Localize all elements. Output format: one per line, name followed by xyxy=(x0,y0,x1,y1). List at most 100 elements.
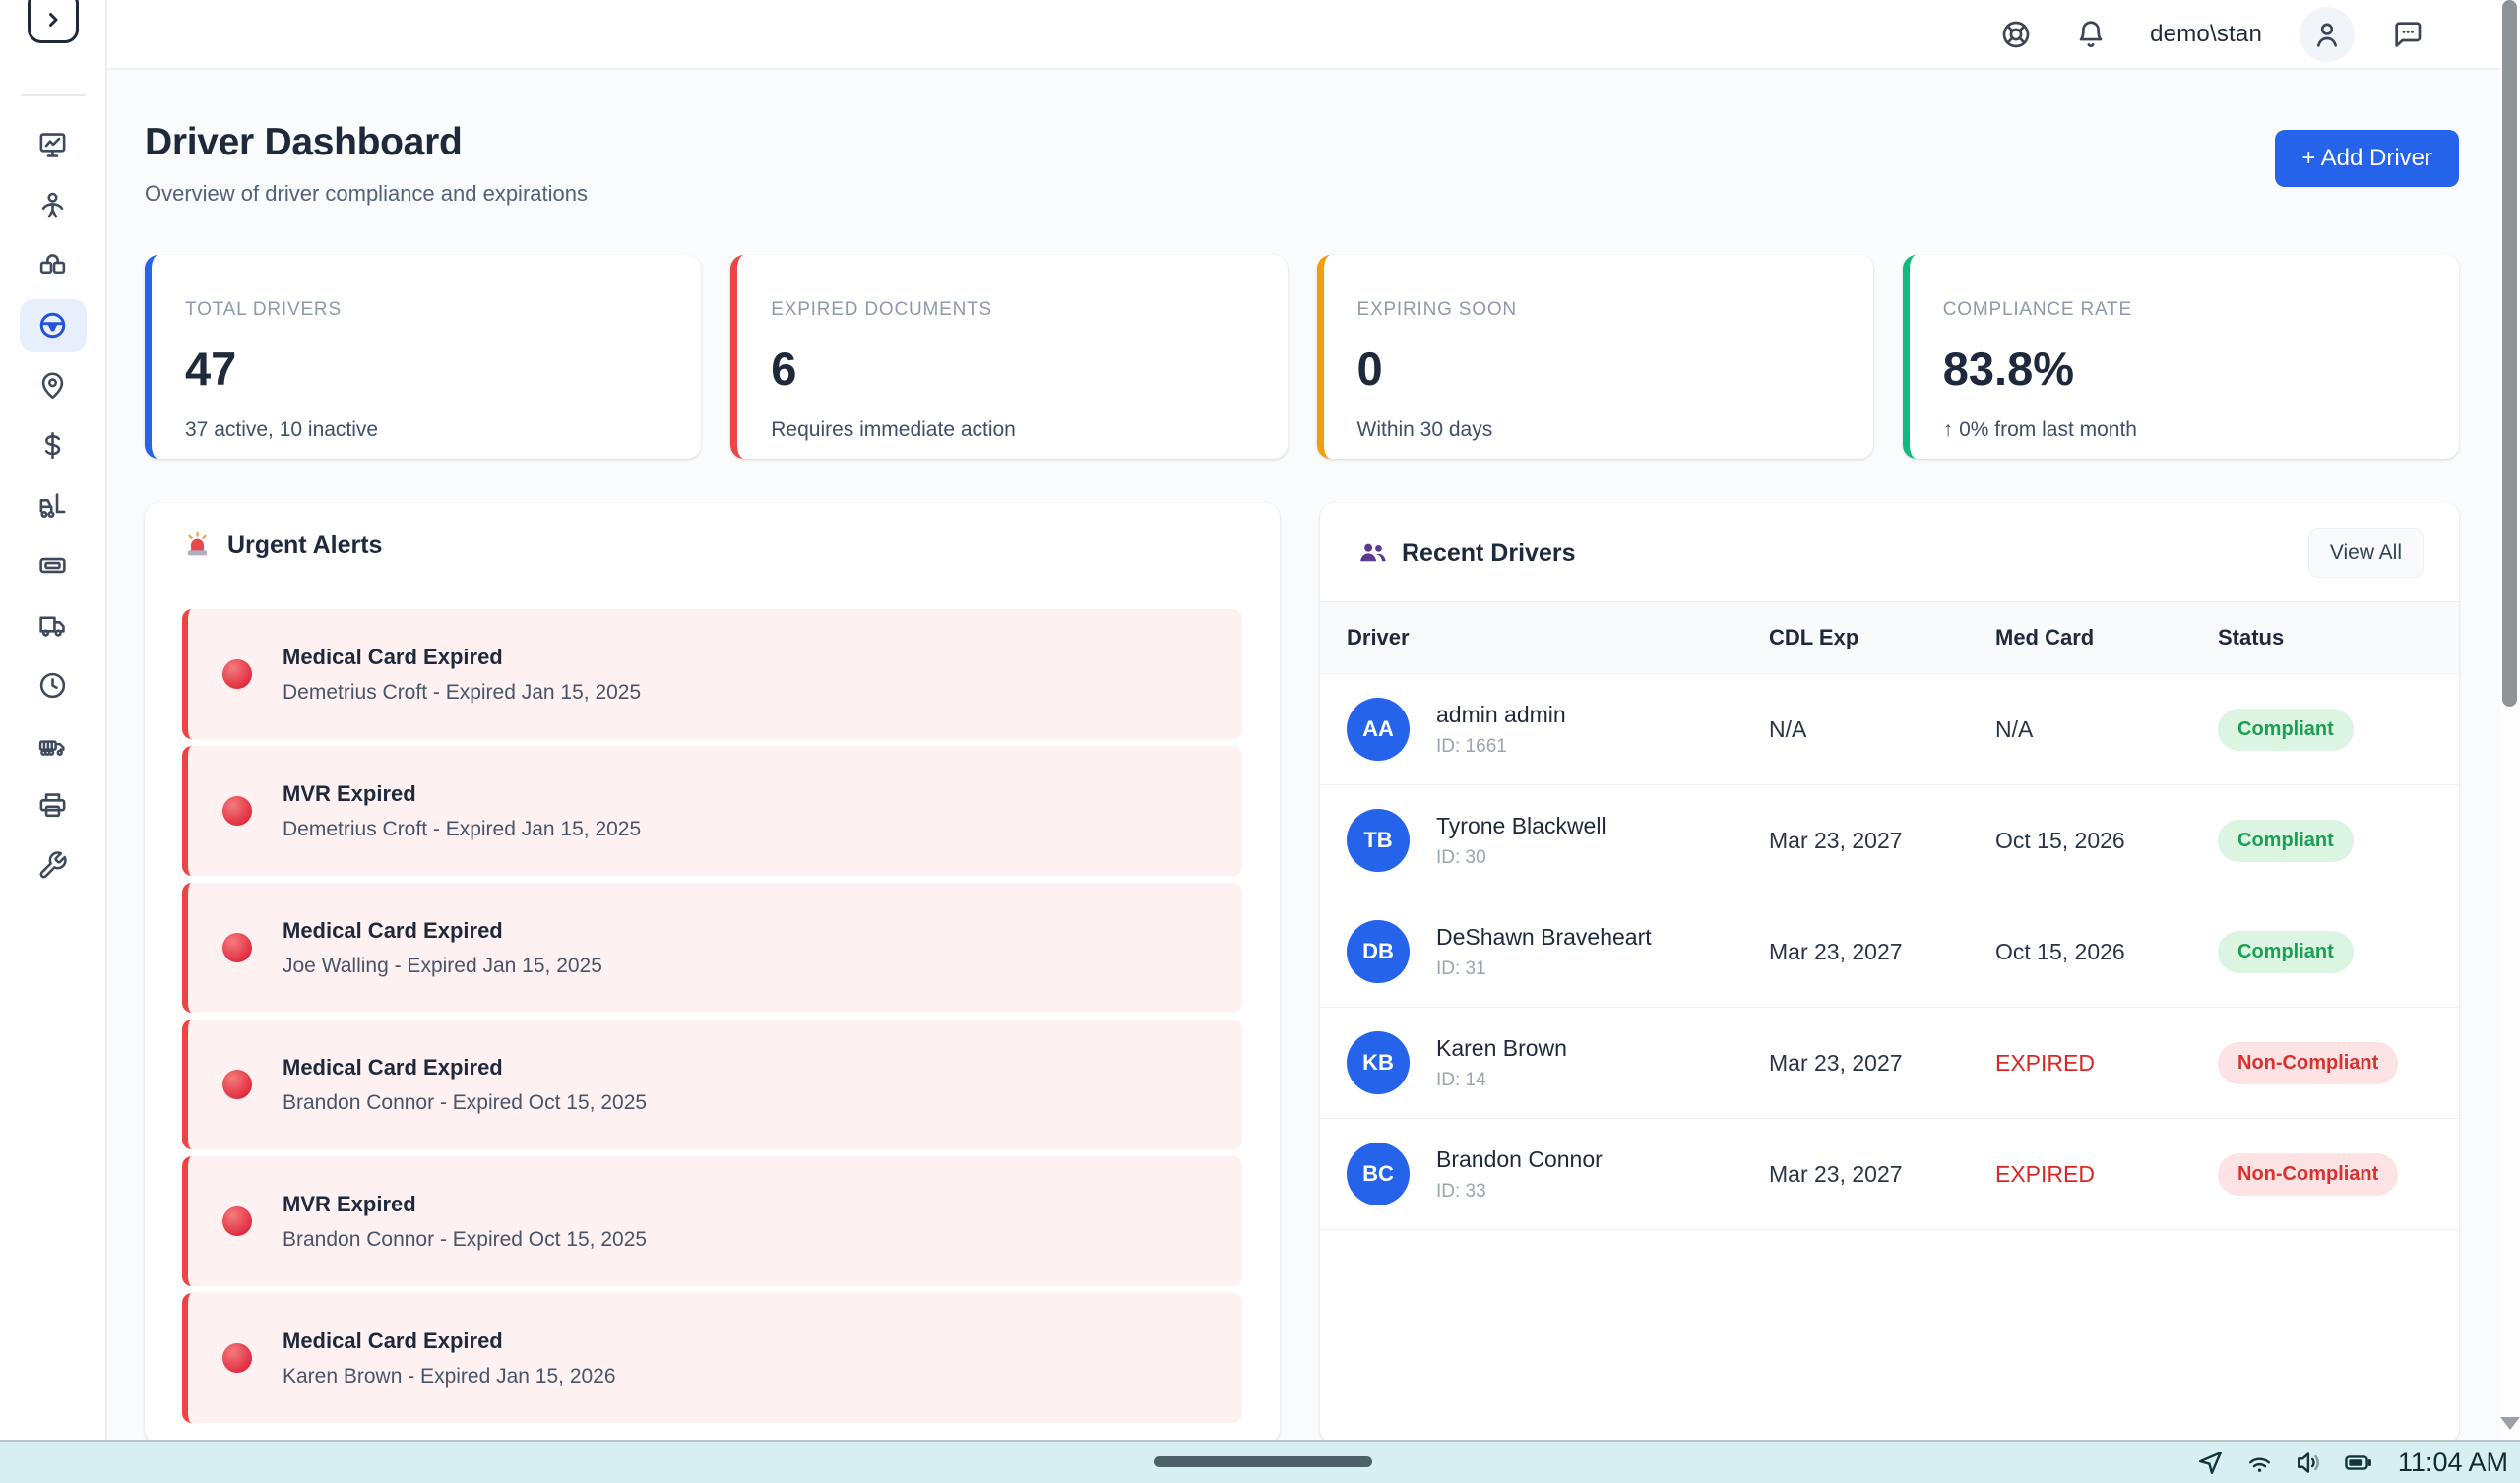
driver-cell: KB Karen Brown ID: 14 xyxy=(1347,1031,1769,1094)
table-row[interactable]: AA admin admin ID: 1661 N/A N/A Complian… xyxy=(1320,674,2459,785)
table-row[interactable]: BC Brandon Connor ID: 33 Mar 23, 2027 EX… xyxy=(1320,1119,2459,1230)
alert-detail: Brandon Connor - Expired Oct 15, 2025 xyxy=(283,1227,648,1251)
status-badge: Compliant xyxy=(2218,819,2354,862)
sidebar-item-trailers[interactable] xyxy=(20,719,87,772)
cdl-exp-value: N/A xyxy=(1769,715,1807,742)
view-all-button[interactable]: View All xyxy=(2307,528,2424,578)
alert-item[interactable]: Medical Card Expired Demetrius Croft - E… xyxy=(182,609,1242,739)
stat-subtext: ↑ 0% from last month xyxy=(1942,418,2137,441)
sidebar-nav xyxy=(19,115,87,896)
sidebar-item-packages[interactable] xyxy=(20,239,87,292)
driver-cell: BC Brandon Connor ID: 33 xyxy=(1347,1143,1769,1205)
ticket-icon xyxy=(39,557,66,574)
forklift-icon xyxy=(39,493,66,519)
sidebar-item-tickets[interactable] xyxy=(20,539,87,592)
status-badge: Non-Compliant xyxy=(2218,1041,2399,1084)
sidebar-divider xyxy=(20,94,86,96)
sidebar-item-drivers[interactable] xyxy=(20,179,87,232)
alert-detail: Karen Brown - Expired Jan 15, 2026 xyxy=(283,1364,616,1388)
driver-cell: DB DeShawn Braveheart ID: 31 xyxy=(1347,920,1769,983)
red-dot-icon xyxy=(222,933,252,962)
chat-icon[interactable] xyxy=(2392,19,2424,50)
taskbar-window-handle[interactable] xyxy=(1154,1456,1372,1467)
page-title: Driver Dashboard xyxy=(145,121,463,163)
sidebar-item-print[interactable] xyxy=(20,779,87,833)
med-card-value: N/A xyxy=(1995,715,2034,742)
cdl-exp-value: Mar 23, 2027 xyxy=(1769,1160,1903,1187)
red-dot-icon xyxy=(222,659,252,689)
table-body: AA admin admin ID: 1661 N/A N/A Complian… xyxy=(1320,674,2459,1230)
navigation-arrow-icon[interactable] xyxy=(2196,1449,2225,1477)
stat-value: 83.8% xyxy=(1942,342,2075,395)
med-card-value: EXPIRED xyxy=(1995,1049,2095,1076)
table-row[interactable]: TB Tyrone Blackwell ID: 30 Mar 23, 2027 … xyxy=(1320,785,2459,896)
driver-cell: TB Tyrone Blackwell ID: 30 xyxy=(1347,809,1769,872)
col-med-card: Med Card xyxy=(1995,625,2095,649)
sidebar-item-forklift[interactable] xyxy=(20,479,87,532)
stat-card: EXPIRED DOCUMENTS 6 Requires immediate a… xyxy=(730,255,1288,459)
recent-drivers-panel: Recent Drivers View All Driver CDL Exp M… xyxy=(1320,503,2459,1440)
sidebar-item-hours[interactable] xyxy=(20,659,87,712)
status-badge: Compliant xyxy=(2218,708,2354,751)
table-row[interactable]: DB DeShawn Braveheart ID: 31 Mar 23, 202… xyxy=(1320,896,2459,1008)
stat-label: TOTAL DRIVERS xyxy=(185,299,342,320)
help-icon[interactable] xyxy=(2000,19,2032,50)
page-subtitle: Overview of driver compliance and expira… xyxy=(145,181,588,206)
driver-name: Brandon Connor xyxy=(1436,1145,1603,1172)
notifications-bell-icon[interactable] xyxy=(2075,19,2107,50)
system-tray: 11:04 AM xyxy=(2196,1442,2508,1483)
alert-title: Medical Card Expired xyxy=(283,917,503,943)
cdl-exp-value: Mar 23, 2027 xyxy=(1769,827,1903,853)
wifi-icon[interactable] xyxy=(2245,1449,2274,1477)
col-driver: Driver xyxy=(1347,625,1410,649)
stat-subtext: Requires immediate action xyxy=(771,418,1016,441)
user-avatar-button[interactable] xyxy=(2300,6,2355,62)
scrollbar-down-arrow-icon[interactable] xyxy=(2500,1417,2520,1430)
dashboard-icon xyxy=(39,133,66,157)
sidebar-expand-button[interactable] xyxy=(28,0,79,43)
col-cdl-exp: CDL Exp xyxy=(1769,625,1859,649)
sidebar-item-billing[interactable] xyxy=(20,419,87,472)
driver-id: ID: 1661 xyxy=(1436,735,1507,757)
stat-label: COMPLIANCE RATE xyxy=(1942,299,2132,320)
alert-item[interactable]: Medical Card Expired Brandon Connor - Ex… xyxy=(182,1020,1242,1149)
battery-icon[interactable] xyxy=(2344,1449,2372,1477)
sidebar-item-trucks[interactable] xyxy=(20,599,87,652)
alert-item[interactable]: Medical Card Expired Joe Walling - Expir… xyxy=(182,883,1242,1013)
alert-item[interactable]: MVR Expired Brandon Connor - Expired Oct… xyxy=(182,1156,1242,1286)
red-dot-icon xyxy=(222,1070,252,1099)
cdl-exp-value: Mar 23, 2027 xyxy=(1769,1049,1903,1076)
add-driver-button[interactable]: + Add Driver xyxy=(2275,130,2459,187)
alert-title: Medical Card Expired xyxy=(283,1054,503,1080)
driver-name: DeShawn Braveheart xyxy=(1436,923,1652,950)
wrench-icon xyxy=(39,851,67,879)
sidebar-item-fleet-active[interactable] xyxy=(19,298,87,352)
alert-detail: Demetrius Croft - Expired Jan 15, 2025 xyxy=(283,680,642,704)
sidebar-item-maintenance[interactable] xyxy=(20,839,87,893)
siren-icon xyxy=(187,531,208,556)
volume-icon[interactable] xyxy=(2295,1449,2323,1477)
main-content: Driver Dashboard Overview of driver comp… xyxy=(107,70,2500,1440)
alert-title: Medical Card Expired xyxy=(283,644,503,669)
vertical-scrollbar[interactable] xyxy=(2500,0,2520,1440)
stat-value: 47 xyxy=(185,342,237,395)
status-badge: Non-Compliant xyxy=(2218,1152,2399,1196)
red-dot-icon xyxy=(222,796,252,826)
driver-id: ID: 30 xyxy=(1436,846,1486,868)
scrollbar-thumb[interactable] xyxy=(2502,0,2517,707)
col-status: Status xyxy=(2218,625,2285,649)
driver-avatar: AA xyxy=(1347,698,1410,761)
username: demo\stan xyxy=(2150,20,2262,47)
truck-icon xyxy=(39,616,65,637)
taskbar-clock: 11:04 AM xyxy=(2397,1447,2508,1477)
alert-title: MVR Expired xyxy=(283,1191,416,1216)
sidebar-item-dashboard[interactable] xyxy=(20,119,87,172)
packages-icon xyxy=(39,254,66,275)
alert-item[interactable]: Medical Card Expired Karen Brown - Expir… xyxy=(182,1293,1242,1423)
sidebar-item-locations[interactable] xyxy=(20,359,87,412)
table-row[interactable]: KB Karen Brown ID: 14 Mar 23, 2027 EXPIR… xyxy=(1320,1008,2459,1119)
stat-card: TOTAL DRIVERS 47 37 active, 10 inactive xyxy=(145,255,702,459)
driver-avatar: DB xyxy=(1347,920,1410,983)
user-avatar-icon xyxy=(2317,23,2337,47)
alert-item[interactable]: MVR Expired Demetrius Croft - Expired Ja… xyxy=(182,746,1242,876)
